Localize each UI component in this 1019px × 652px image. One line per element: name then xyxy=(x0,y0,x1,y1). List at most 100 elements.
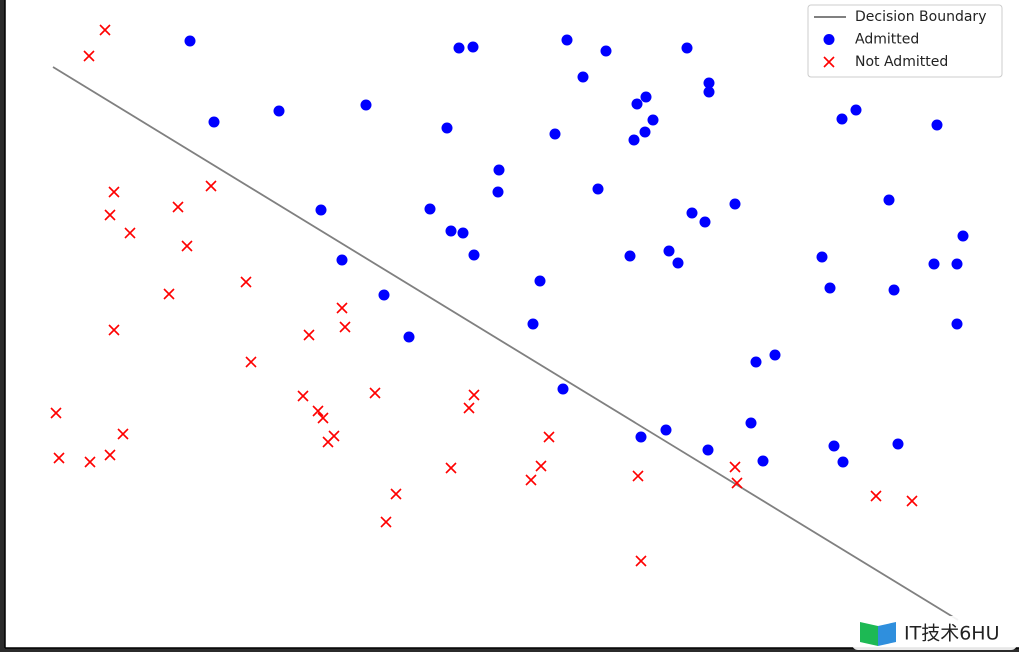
x-point xyxy=(205,180,217,192)
watermark-text: IT技术6HU xyxy=(904,623,1000,645)
point xyxy=(703,86,715,98)
legend-label: Admitted xyxy=(855,32,919,48)
x-point xyxy=(240,276,252,288)
point xyxy=(828,440,840,452)
legend-label: Not Admitted xyxy=(855,54,948,70)
point xyxy=(453,42,465,54)
x-point xyxy=(336,302,348,314)
x-point xyxy=(390,488,402,500)
x-point xyxy=(104,209,116,221)
x-point xyxy=(543,431,555,443)
point xyxy=(663,245,675,257)
point xyxy=(424,203,436,215)
x-point xyxy=(317,412,329,424)
decision-boundary xyxy=(52,66,959,621)
watermark-icon xyxy=(860,622,878,646)
point xyxy=(577,71,589,83)
point xyxy=(527,318,539,330)
point xyxy=(837,456,849,468)
watermark: IT技术6HU xyxy=(852,616,1017,650)
legend-label: Decision Boundary xyxy=(855,9,986,25)
point xyxy=(273,105,285,117)
point xyxy=(686,207,698,219)
point xyxy=(660,424,672,436)
point xyxy=(729,198,741,210)
point xyxy=(640,91,652,103)
point xyxy=(836,113,848,125)
point xyxy=(592,183,604,195)
point xyxy=(824,282,836,294)
x-point xyxy=(245,356,257,368)
point xyxy=(647,114,659,126)
point xyxy=(681,42,693,54)
x-point xyxy=(108,186,120,198)
legend-swatch xyxy=(823,34,835,45)
point xyxy=(561,34,573,46)
point xyxy=(549,128,561,140)
x-point xyxy=(124,227,136,239)
plot-background xyxy=(5,0,1019,648)
x-point xyxy=(163,288,175,300)
x-point xyxy=(117,428,129,440)
x-point xyxy=(380,516,392,528)
legend: Decision Boundary Admitted Not Admitted xyxy=(807,4,1003,78)
x-point xyxy=(172,201,184,213)
point xyxy=(703,77,715,89)
x-point xyxy=(635,555,647,567)
point xyxy=(769,349,781,361)
point xyxy=(635,431,647,443)
x-point xyxy=(339,321,351,333)
watermark-icon xyxy=(878,622,896,646)
x-point xyxy=(50,407,62,419)
point xyxy=(931,119,943,131)
x-point xyxy=(108,324,120,336)
x-point xyxy=(84,456,96,468)
x-point xyxy=(870,490,882,502)
x-point xyxy=(322,436,334,448)
x-point xyxy=(729,461,741,473)
x-point xyxy=(535,460,547,472)
point xyxy=(624,250,636,262)
x-point xyxy=(731,477,743,489)
point xyxy=(457,227,469,239)
x-point xyxy=(632,470,644,482)
x-point xyxy=(445,462,457,474)
point xyxy=(467,41,479,53)
point xyxy=(468,249,480,261)
plot-area xyxy=(50,24,969,621)
point xyxy=(184,35,196,47)
point xyxy=(757,455,769,467)
point xyxy=(445,225,457,237)
point xyxy=(639,126,651,138)
point xyxy=(750,356,762,368)
point xyxy=(600,45,612,57)
point xyxy=(892,438,904,450)
point xyxy=(493,164,505,176)
x-point xyxy=(99,24,111,36)
point xyxy=(957,230,969,242)
point xyxy=(850,104,862,116)
legend-swatch xyxy=(823,56,835,68)
legend-box xyxy=(807,4,1003,78)
point xyxy=(699,216,711,228)
point xyxy=(745,417,757,429)
point xyxy=(557,383,569,395)
x-point xyxy=(312,405,324,417)
point xyxy=(702,444,714,456)
x-point xyxy=(369,387,381,399)
point xyxy=(360,99,372,111)
point xyxy=(951,318,963,330)
x-point xyxy=(468,389,480,401)
legend-items: Decision Boundary Admitted Not Admitted xyxy=(814,9,986,70)
x-point xyxy=(303,329,315,341)
point xyxy=(816,251,828,263)
point xyxy=(208,116,220,128)
point xyxy=(951,258,963,270)
point xyxy=(534,275,546,287)
x-point xyxy=(906,495,918,507)
x-point xyxy=(297,390,309,402)
point xyxy=(492,186,504,198)
x-point xyxy=(104,449,116,461)
point xyxy=(403,331,415,343)
